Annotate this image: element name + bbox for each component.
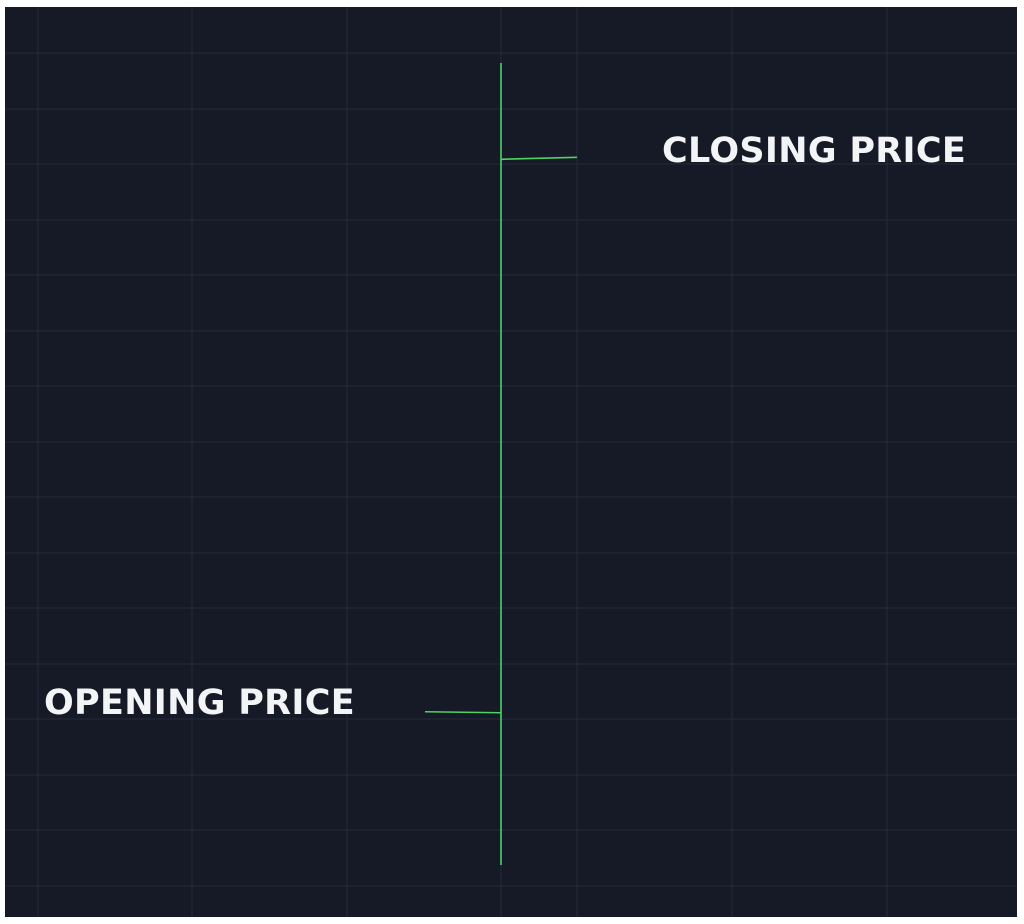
closing-price-tick: [500, 156, 578, 161]
opening-price-label: OPENING PRICE: [44, 683, 355, 723]
ohlc-bar: [424, 63, 578, 865]
ohlc-chart: [5, 7, 1017, 917]
price-chart-panel: CLOSING PRICE OPENING PRICE: [5, 7, 1017, 917]
opening-price-tick: [424, 710, 502, 714]
chart-grid: [5, 7, 1017, 917]
closing-price-label: CLOSING PRICE: [662, 131, 967, 171]
